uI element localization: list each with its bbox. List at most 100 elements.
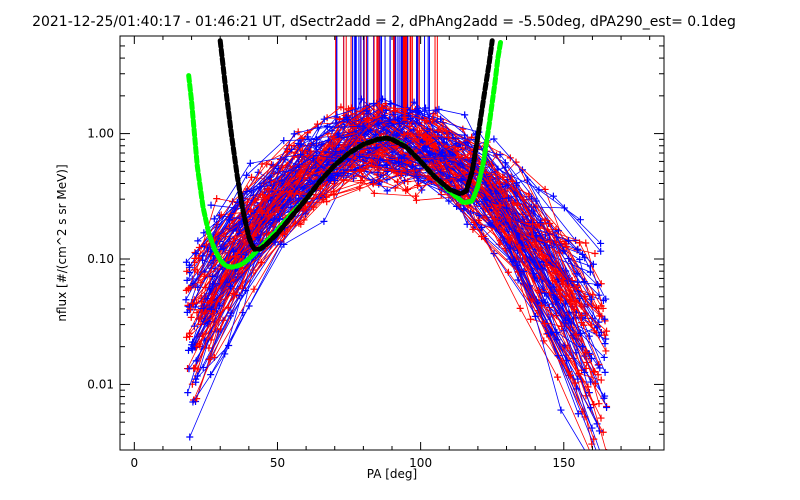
measurement-point [188,341,196,349]
measurement-point [595,291,603,299]
measurement-point [576,216,584,224]
measurement-point [197,279,205,287]
measurement-point [496,151,504,159]
measurement-point [601,331,609,339]
measurement-point [594,371,602,379]
measurement-trace [214,172,596,384]
measurement-point [358,167,366,175]
measurement-point [602,335,610,343]
measurement-point [557,406,565,414]
measurement-point [312,135,320,143]
measurement-point [581,368,589,376]
measurement-point [263,160,271,168]
measurement-point [578,319,586,327]
measurement-trace [212,159,586,373]
measurement-point [442,127,450,135]
measurement-point [258,209,266,217]
measurement-point [558,357,566,365]
measurement-point [404,112,412,120]
measurement-point [227,282,235,290]
measurement-point [460,205,468,213]
measurement-point [363,107,371,115]
measurement-point [561,316,569,324]
measurement-point [190,322,198,330]
measurement-point [238,269,246,277]
measurement-point [593,420,601,428]
measurement-point [304,133,312,141]
measurement-point [184,389,192,397]
measurement-point [323,122,331,130]
measurement-point [597,376,605,384]
measurement-trace [189,113,557,438]
measurement-point [191,254,199,262]
measurement-point [266,173,274,181]
measurement-point [537,219,545,227]
measurement-point [250,285,258,293]
measurement-point [576,256,584,264]
measurement-point [188,299,196,307]
measurement-point [383,187,391,195]
measurement-point [404,129,412,137]
measurement-point [576,329,584,337]
measurement-point [520,268,528,276]
measurement-point [575,370,583,378]
measurement-point [414,106,422,114]
measurement-point [582,349,590,357]
measurement-point [514,276,522,284]
measurement-point [185,285,193,293]
measurement-point [210,215,218,223]
measurement-point [278,231,286,239]
measurement-point [574,410,582,418]
measurement-point [421,116,429,124]
measurement-point [284,180,292,188]
measurement-point [320,115,328,123]
measurement-point [305,176,313,184]
measurement-point [246,159,254,167]
measurement-point [370,189,378,197]
measurement-point [357,95,365,103]
measurement-point [581,295,589,303]
measurement-point [265,192,273,200]
measurement-point [429,116,437,124]
measurement-point [220,245,228,253]
measurement-point [373,163,381,171]
measurement-point [531,312,539,320]
x-axis-label: PA [deg] [367,467,417,481]
measurement-point [457,176,465,184]
measurement-point [391,107,399,115]
measurement-point [438,149,446,157]
measurement-point [380,111,388,119]
y-tick-label: 0.01 [87,377,114,391]
measurement-point [211,265,219,273]
measurement-point [201,283,209,291]
measurement-point [496,201,504,209]
measurement-point [469,225,477,233]
measurement-point [412,192,420,200]
measurement-point [192,375,200,383]
measurement-point [461,111,469,119]
measurement-point [287,145,295,153]
measurement-point [596,364,604,372]
measurement-point [254,234,262,242]
measurement-trace [199,151,563,362]
measurement-point [508,177,516,185]
measurement-point [400,130,408,138]
measurement-point [504,194,512,202]
measurement-point [300,216,308,224]
measurement-point [600,394,608,402]
measurement-point [274,206,282,214]
measurement-point [459,125,467,133]
measurement-point [603,327,611,335]
measurement-point [307,148,315,156]
measurement-point [183,267,191,275]
measurement-point [372,151,380,159]
measurement-point [227,309,235,317]
measurement-point [342,113,350,121]
measurement-trace [189,107,605,399]
measurement-point [444,133,452,141]
measurement-point [271,238,279,246]
measurement-point [213,195,221,203]
measurement-point [505,225,513,233]
measurement-point [310,203,318,211]
measurement-point [420,144,428,152]
